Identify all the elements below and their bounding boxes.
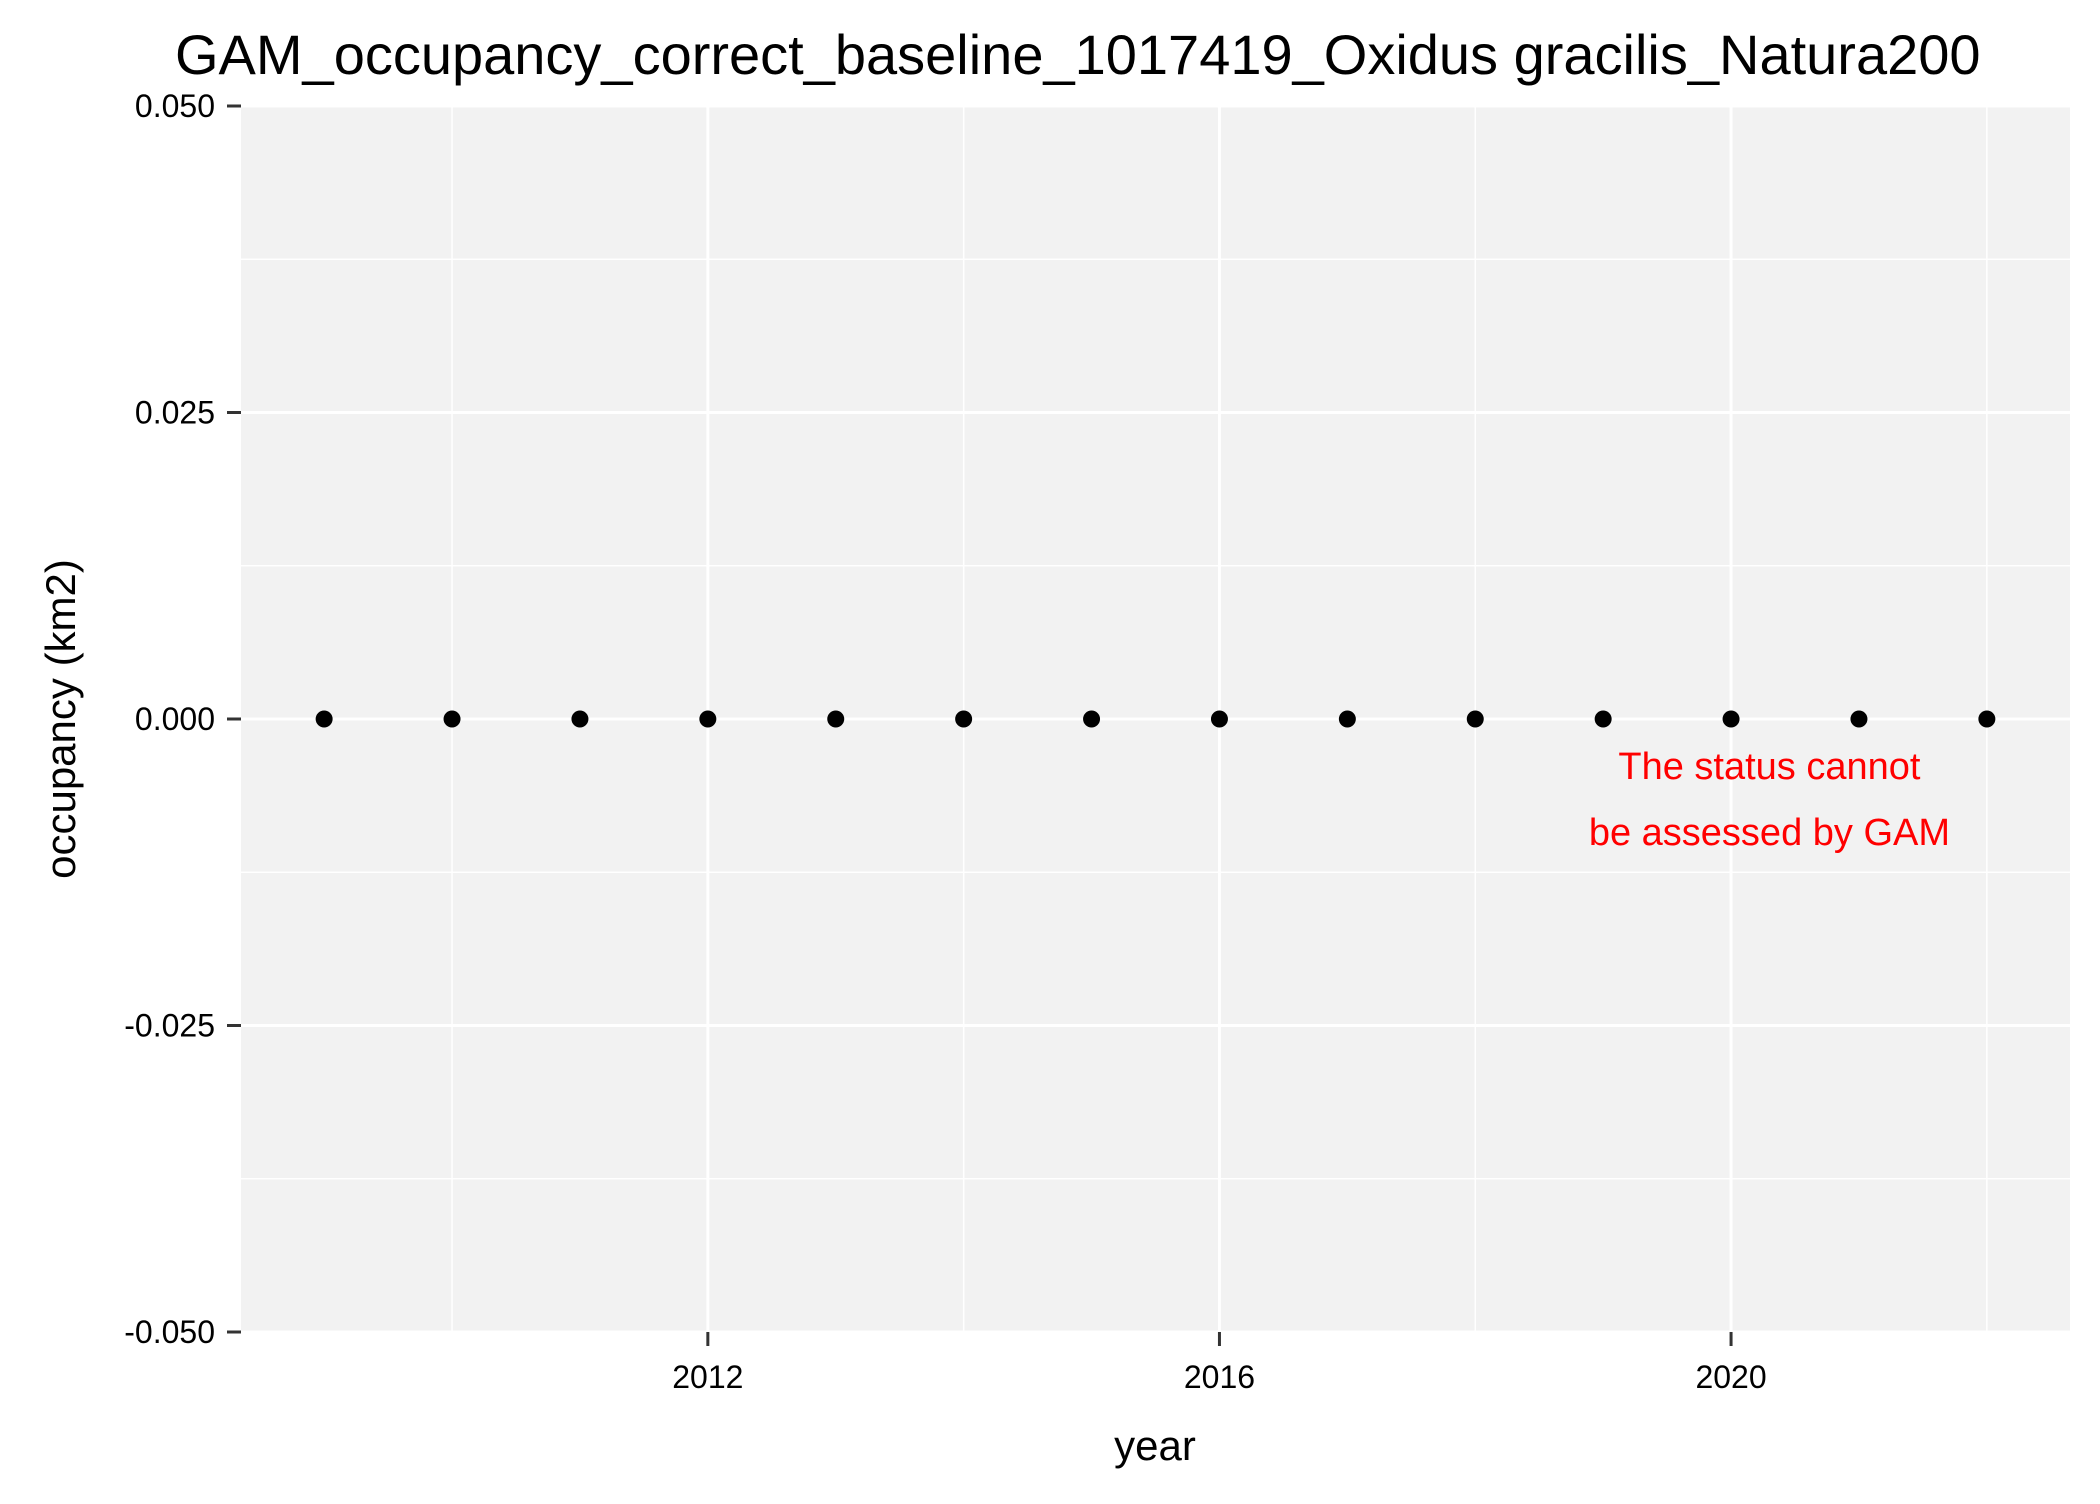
data-point [1594, 710, 1612, 728]
data-point [699, 710, 717, 728]
x-axis: 2012 2016 2020 [672, 1332, 1767, 1395]
data-point [571, 710, 589, 728]
y-tick-label: -0.050 [124, 1314, 215, 1350]
x-axis-title: year [1114, 1422, 1196, 1469]
y-tick-label: 0.000 [135, 701, 215, 737]
data-point [955, 710, 973, 728]
annotation-line: be assessed by GAM [1589, 812, 1950, 854]
y-axis: 0.050 0.025 0.000 -0.025 -0.050 [124, 88, 241, 1350]
x-tick-label: 2020 [1695, 1359, 1766, 1395]
data-points [315, 710, 1996, 728]
data-point [1978, 710, 1996, 728]
data-point [1850, 710, 1868, 728]
data-point [1722, 710, 1740, 728]
chart-title: GAM_occupancy_correct_baseline_1017419_O… [175, 23, 1981, 86]
data-point [1466, 710, 1484, 728]
y-tick-label: 0.050 [135, 88, 215, 124]
annotation-line: The status cannot [1618, 746, 1921, 788]
data-point [1210, 710, 1228, 728]
data-point [443, 710, 461, 728]
y-tick-label: 0.025 [135, 395, 215, 431]
data-point [827, 710, 845, 728]
y-tick-label: -0.025 [124, 1008, 215, 1044]
data-point [1338, 710, 1356, 728]
data-point [315, 710, 333, 728]
y-axis-title: occupancy (km2) [37, 559, 84, 879]
x-tick-label: 2012 [672, 1359, 743, 1395]
data-point [1083, 710, 1101, 728]
x-tick-label: 2016 [1184, 1359, 1255, 1395]
annotation: The status cannot be assessed by GAM [1589, 746, 1950, 854]
